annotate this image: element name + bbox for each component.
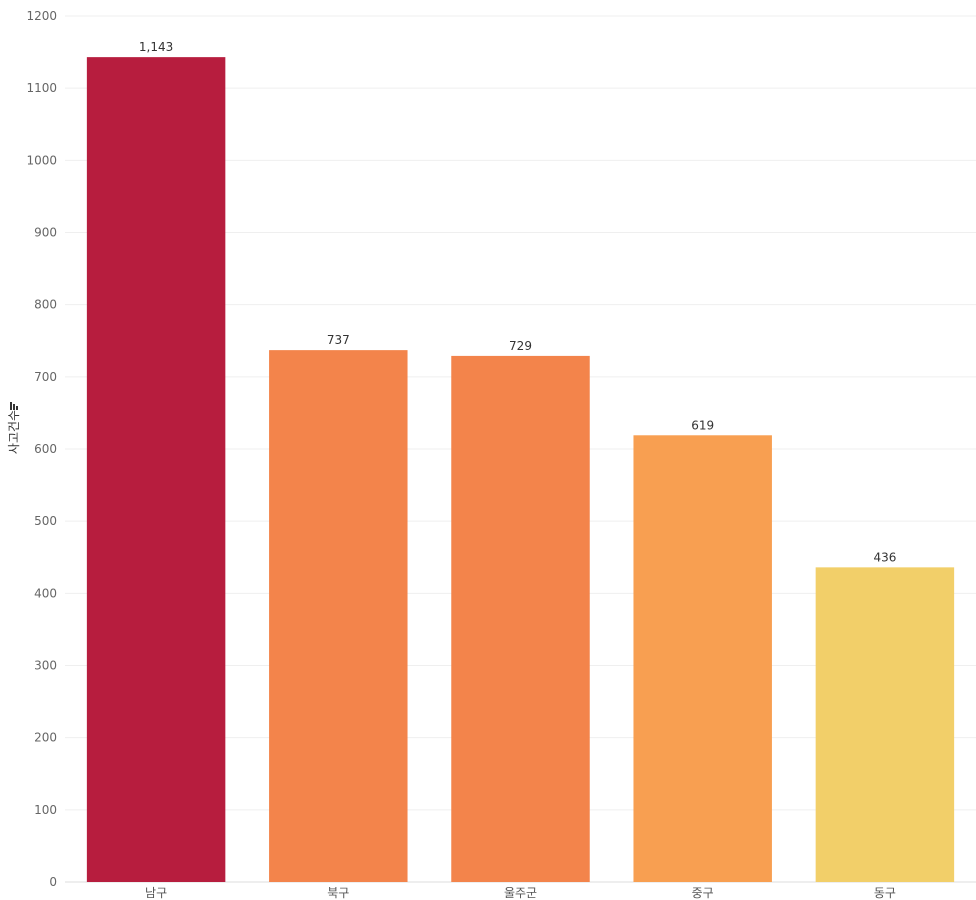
y-axis-title-group: 사고건수: [7, 410, 21, 454]
data-label: 1,143: [139, 40, 173, 54]
y-tick-label: 0: [49, 875, 57, 889]
y-tick-label: 200: [34, 731, 57, 745]
y-tick-label: 100: [34, 803, 57, 817]
bar[interactable]: [815, 567, 955, 882]
bar[interactable]: [269, 350, 408, 882]
y-tick-label: 700: [34, 370, 57, 384]
bars[interactable]: [86, 57, 955, 882]
data-label: 619: [691, 418, 714, 432]
x-category-label: 북구: [327, 886, 349, 900]
y-axis-title: 사고건수: [7, 410, 21, 454]
x-category-label: 중구: [692, 886, 714, 900]
y-tick-label: 1100: [26, 81, 57, 95]
y-tick-label: 500: [34, 514, 57, 528]
data-label: 729: [509, 339, 532, 353]
y-tick-label: 800: [34, 298, 57, 312]
sort-descending-icon[interactable]: [10, 402, 18, 410]
x-axis-categories: 남구 북구 울주군 중구 동구: [145, 886, 896, 900]
y-tick-label: 600: [34, 442, 57, 456]
y-tick-label: 900: [34, 226, 57, 240]
data-label: 436: [873, 550, 896, 564]
bar[interactable]: [451, 355, 590, 882]
y-axis-ticks: 0 100 200 300 400 500 600 700 800 900 1000 1100 1200: [26, 9, 57, 889]
y-tick-label: 300: [34, 659, 57, 673]
x-category-label: 동구: [874, 886, 896, 900]
x-category-label: 울주군: [504, 886, 537, 900]
y-tick-label: 1000: [26, 153, 57, 167]
data-labels: 1,143 737 729 619 436: [139, 40, 896, 564]
y-tick-label: 1200: [26, 9, 57, 23]
data-label: 737: [327, 333, 350, 347]
y-tick-label: 400: [34, 586, 57, 600]
x-category-label: 남구: [145, 886, 167, 900]
bar[interactable]: [633, 435, 772, 882]
bar[interactable]: [86, 57, 226, 882]
